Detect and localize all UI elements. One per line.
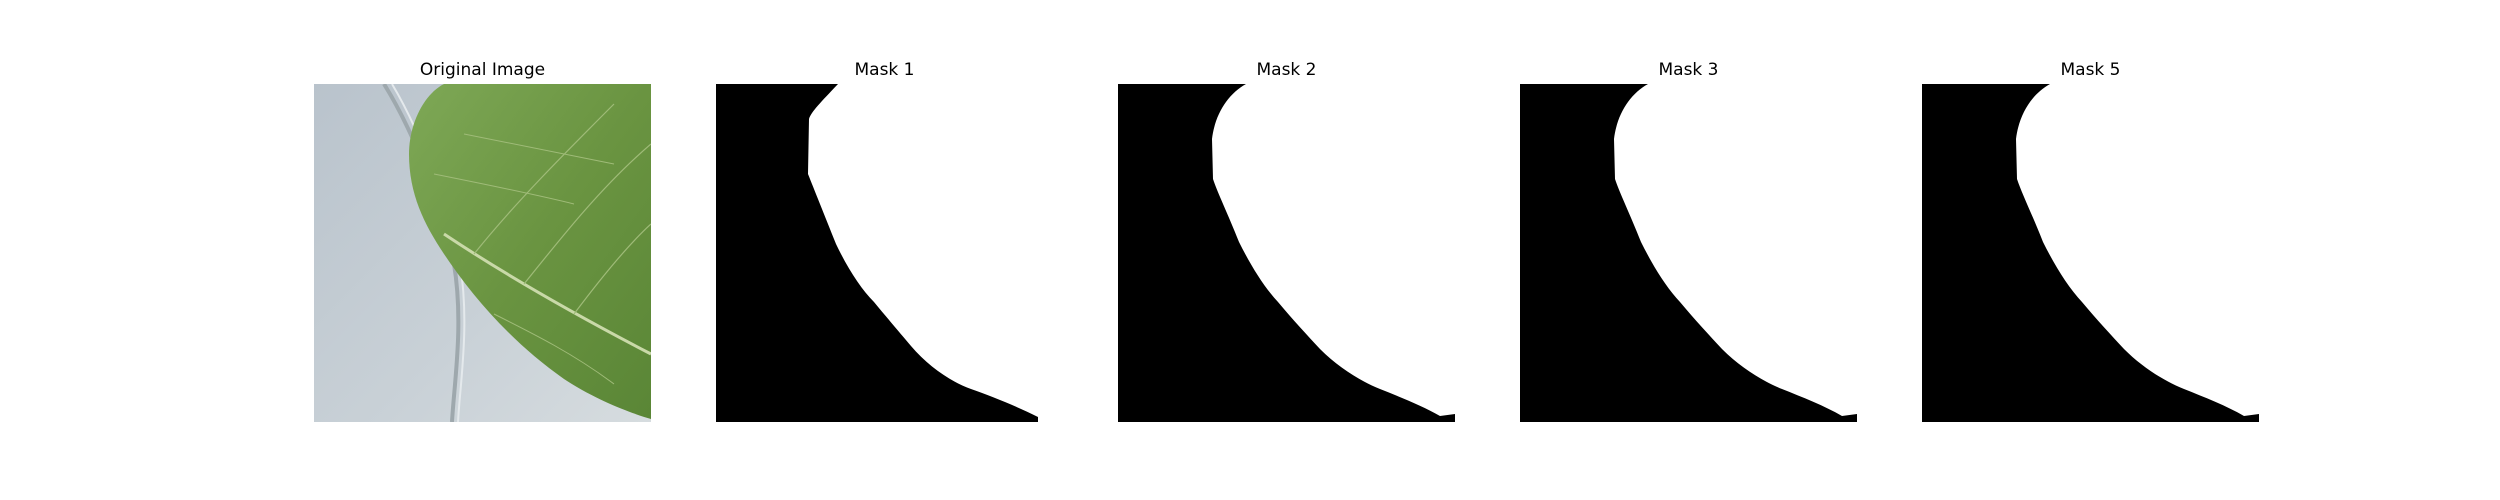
mask-1-panel xyxy=(716,84,1053,422)
mask-5-image xyxy=(1922,84,2259,422)
mask-background xyxy=(716,84,1038,422)
panel-title-mask-1: Mask 1 xyxy=(854,60,915,80)
mask-1-image xyxy=(716,84,1053,422)
mask-3-panel xyxy=(1520,84,1857,422)
original-leaf-photo xyxy=(314,84,651,422)
mask-3-image xyxy=(1520,84,1857,422)
mask-background xyxy=(1520,84,1857,422)
leaf-vein xyxy=(473,103,615,255)
panel-title-mask-5: Mask 5 xyxy=(2060,60,2121,80)
leaf-vein xyxy=(493,313,615,385)
panel-title-mask-2: Mask 2 xyxy=(1256,60,1317,80)
mask-5-panel xyxy=(1922,84,2259,422)
original-image-panel xyxy=(314,84,651,422)
panel-title-mask-3: Mask 3 xyxy=(1658,60,1719,80)
mask-2-panel xyxy=(1118,84,1455,422)
leaf-shape xyxy=(409,84,651,419)
mask-background xyxy=(1118,84,1455,422)
leaf-vein xyxy=(523,143,651,285)
leaf-vein xyxy=(463,133,615,165)
leaf-vein xyxy=(573,223,651,315)
leaf-midrib xyxy=(443,232,651,356)
mask-2-image xyxy=(1118,84,1455,422)
leaf-vein xyxy=(433,173,575,205)
mask-background xyxy=(1922,84,2259,422)
panel-title-original-image: Original Image xyxy=(419,60,546,80)
